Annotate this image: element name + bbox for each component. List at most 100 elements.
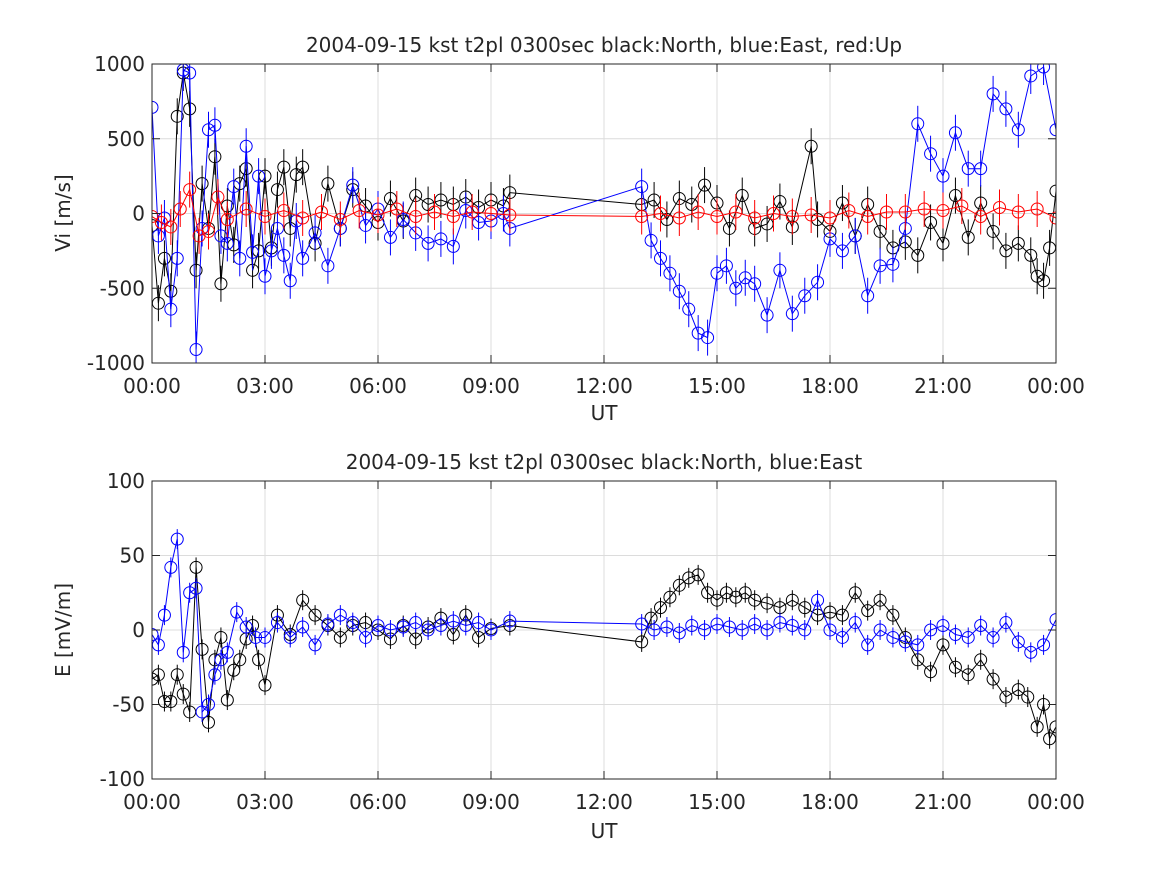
efield-data-point-east — [835, 630, 849, 644]
efield-y-tick-label: -50 — [112, 693, 145, 717]
efield-data-point-north — [214, 630, 228, 644]
velocity-data-point-north — [1024, 248, 1038, 262]
velocity-data-point-east — [277, 248, 291, 262]
efield-data-point-east — [321, 617, 335, 631]
velocity-data-point-east — [183, 66, 197, 80]
velocity-data-point-up — [258, 209, 272, 223]
velocity-data-point-north — [986, 224, 1000, 238]
velocity-data-point-up — [880, 205, 893, 219]
efield-data-point-north — [663, 590, 677, 604]
efield-data-point-north — [233, 653, 247, 667]
efield-data-point-east — [308, 638, 322, 652]
efield-data-point-north — [409, 632, 423, 646]
velocity-data-point-north — [936, 236, 950, 250]
efield-data-point-east — [446, 614, 460, 628]
efield-data-point-east — [710, 617, 724, 631]
velocity-x-tick-label: 03:00 — [236, 374, 294, 398]
efield-data-point-north — [644, 611, 658, 625]
velocity-data-point-east — [152, 100, 159, 114]
efield-data-point-east — [484, 623, 498, 637]
velocity-panel: 00:00 03:00 06:00 09:00 12:00 15:00 18:00 21:00… — [51, 33, 1085, 425]
efield-data-point-east — [270, 616, 284, 630]
velocity-data-point-north — [804, 139, 818, 153]
velocity-data-point-east — [911, 117, 925, 131]
efield-data-point-north — [760, 596, 774, 610]
velocity-data-point-east — [296, 251, 310, 265]
efield-data-point-north — [258, 678, 272, 692]
velocity-data-point-up — [691, 205, 705, 219]
velocity-data-point-up — [465, 205, 479, 219]
efield-data-point-east — [176, 645, 190, 659]
efield-data-point-east — [164, 560, 178, 574]
efield-data-point-east — [346, 616, 360, 630]
efield-data-point-north — [961, 668, 975, 682]
velocity-data-point-up — [428, 205, 441, 219]
velocity-data-point-north — [170, 109, 184, 123]
efield-data-point-north — [936, 638, 950, 652]
velocity-data-point-north — [189, 263, 203, 277]
velocity-data-point-east — [164, 302, 178, 316]
velocity-data-point-up — [220, 212, 234, 226]
velocity-data-point-east — [701, 331, 715, 345]
efield-data-point-east — [974, 619, 988, 633]
efield-data-point-east — [785, 619, 799, 633]
efield-data-point-east — [861, 638, 875, 652]
velocity-data-point-east — [208, 118, 222, 132]
velocity-data-point-east — [421, 236, 435, 250]
efield-data-point-east — [503, 614, 517, 628]
velocity-data-point-east — [773, 263, 787, 277]
velocity-data-point-up — [390, 202, 404, 216]
velocity-data-point-north — [296, 160, 310, 174]
efield-data-point-east — [924, 623, 938, 637]
velocity-data-point-north — [911, 248, 925, 262]
efield-data-point-east — [773, 616, 787, 630]
efield-data-point-north — [202, 715, 215, 729]
velocity-x-tick-label: 09:00 — [462, 374, 520, 398]
velocity-data-point-north — [214, 277, 228, 291]
efield-data-point-east — [635, 617, 649, 631]
efield-data-point-north — [1030, 720, 1044, 734]
efield-data-point-east — [421, 623, 435, 637]
velocity-data-point-up — [333, 212, 347, 226]
velocity-x-tick-label: 15:00 — [688, 374, 746, 398]
efield-data-point-east — [258, 630, 272, 644]
efield-data-point-east — [999, 616, 1013, 630]
velocity-data-point-east — [886, 257, 900, 271]
efield-data-point-east — [170, 532, 184, 546]
velocity-data-point-north — [157, 251, 171, 265]
efield-data-point-north — [189, 560, 203, 574]
efield-data-point-east — [748, 617, 762, 631]
efield-data-point-east — [283, 630, 297, 644]
efield-data-point-east — [911, 638, 925, 652]
velocity-y-tick-label: 1000 — [94, 52, 145, 76]
velocity-data-point-east — [246, 245, 260, 259]
velocity-data-point-up — [842, 204, 856, 218]
velocity-data-point-east — [748, 277, 762, 291]
efield-data-point-east — [459, 619, 473, 633]
velocity-data-point-east — [434, 232, 448, 246]
velocity-data-point-up — [202, 224, 215, 238]
efield-data-point-north — [308, 608, 322, 622]
efield-data-point-north — [798, 601, 812, 615]
efield-x-tick-label: 06:00 — [349, 790, 407, 814]
velocity-data-point-east — [383, 230, 397, 244]
efield-data-point-north — [710, 593, 724, 607]
velocity-data-point-north — [270, 183, 284, 197]
efield-data-point-north — [654, 601, 667, 615]
efield-data-point-east — [898, 635, 912, 649]
efield-data-point-east — [936, 619, 950, 633]
efield-data-point-north — [170, 668, 184, 682]
efield-data-point-east — [359, 630, 373, 644]
velocity-data-point-east — [233, 251, 247, 265]
velocity-data-point-north — [183, 102, 197, 116]
efield-x-tick-label: 15:00 — [688, 790, 746, 814]
velocity-data-point-east — [321, 259, 335, 273]
efield-data-point-east — [1011, 635, 1025, 649]
velocity-y-axis-label: Vi [m/s] — [51, 174, 75, 251]
velocity-data-point-east — [710, 266, 724, 280]
efield-data-point-north — [823, 605, 837, 619]
velocity-x-axis-label: UT — [591, 401, 619, 425]
efield-data-point-north — [195, 642, 209, 656]
efield-x-tick-label: 21:00 — [914, 790, 972, 814]
